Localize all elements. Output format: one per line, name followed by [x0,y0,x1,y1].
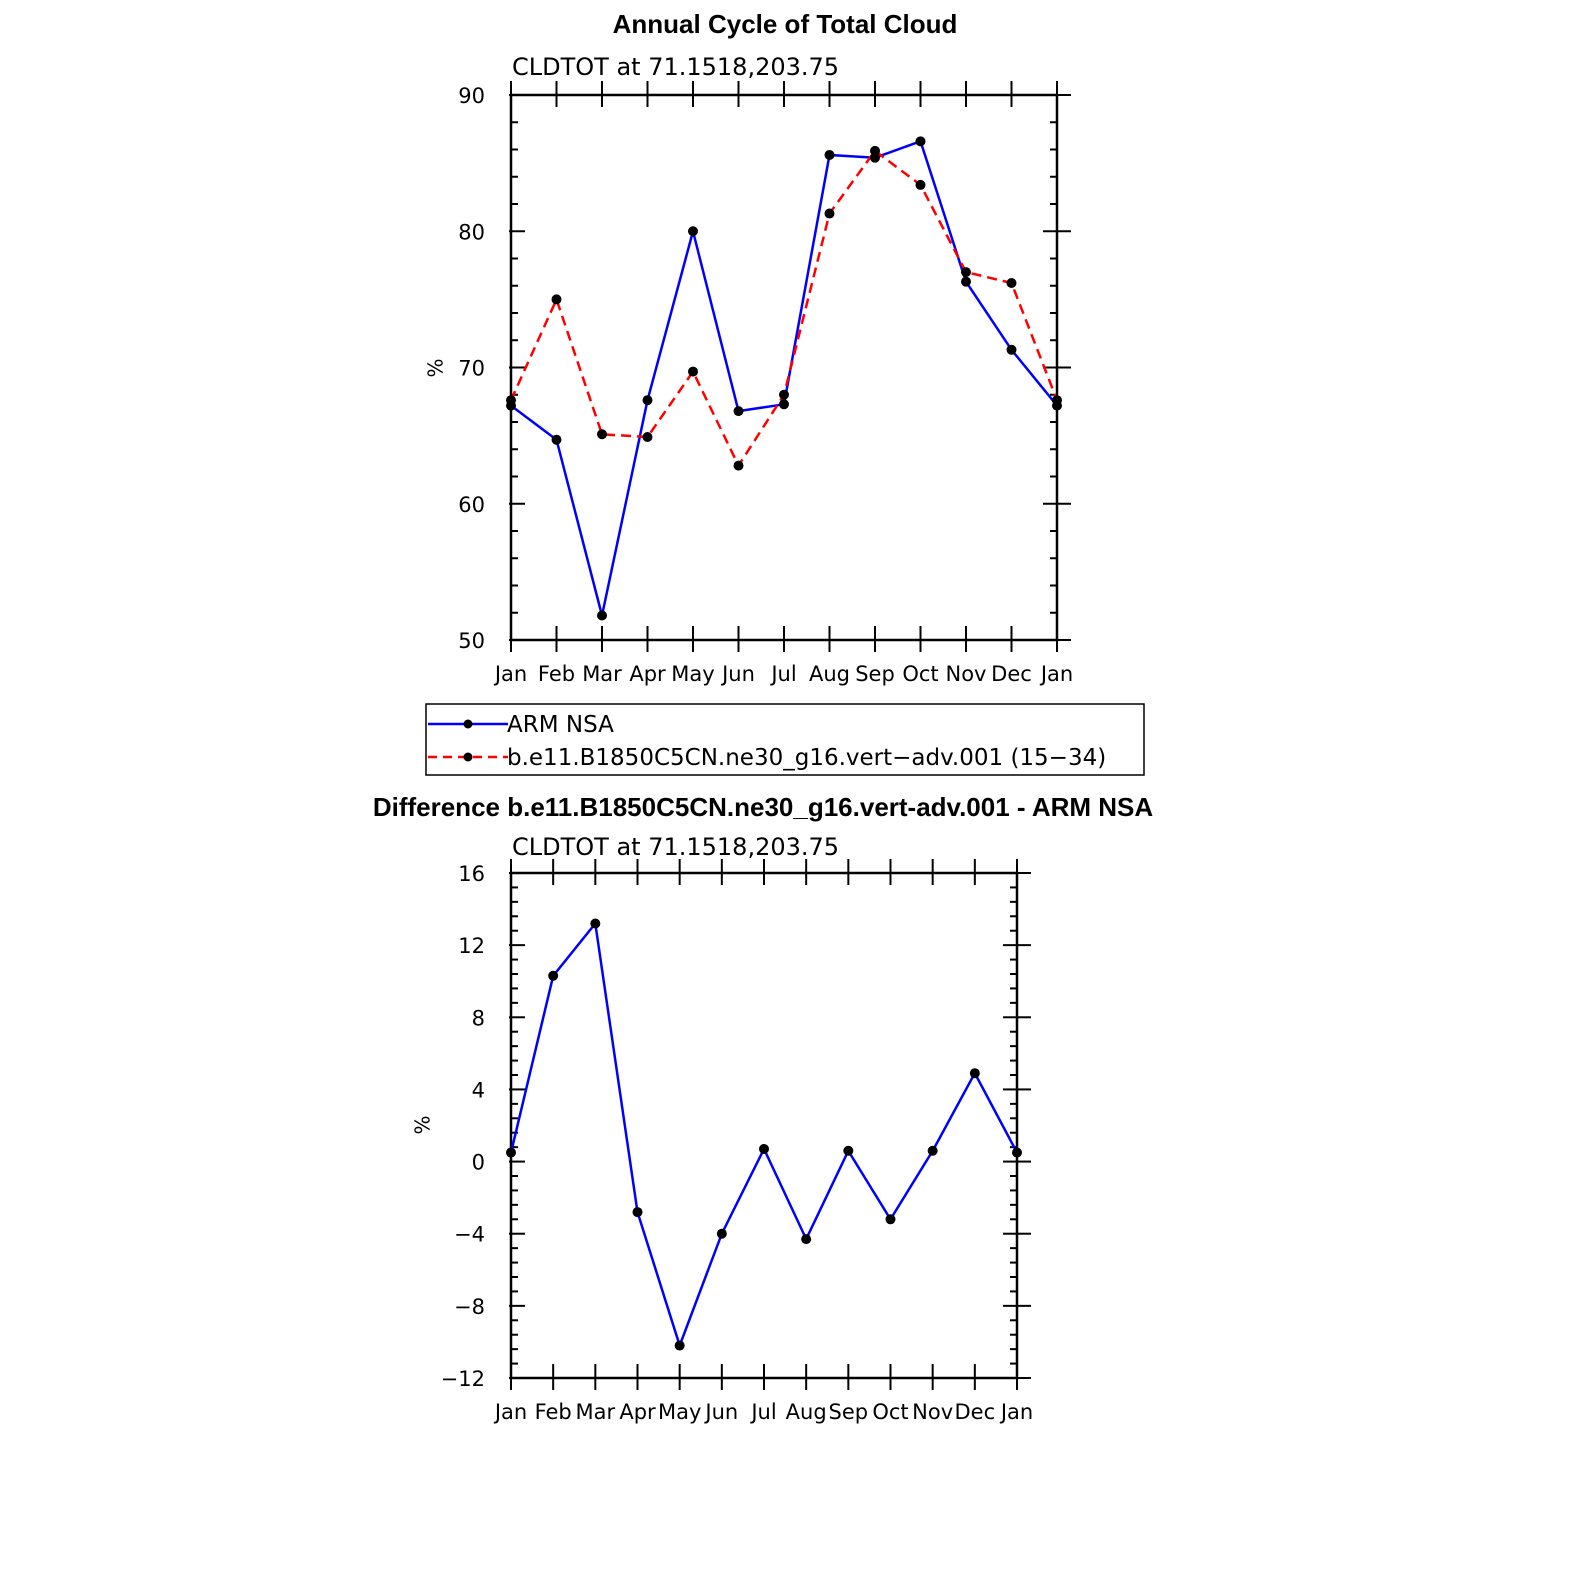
chart1-ytick-label: 50 [458,629,485,653]
chart1-ytick-label: 60 [458,493,485,517]
chart-annual-cycle: Annual Cycle of Total Cloud CLDTOT at 71… [424,9,1074,686]
chart2-xtick-label: Jul [749,1400,776,1424]
chart2-xtick-label: Dec [955,1400,996,1424]
chart2-series-point-0 [506,1147,516,1158]
chart1-xtick-label: Aug [809,662,850,686]
chart2-ytick-label: 16 [458,862,485,886]
chart2-xtick-label: Mar [576,1400,616,1424]
chart2-series-point-0 [590,918,601,929]
chart1-series-point-0 [551,434,562,445]
chart1-series-point-0 [597,610,607,621]
chart2-title: Difference b.e11.B1850C5CN.ne30_g16.vert… [373,792,1154,822]
chart2-ytick-label: −4 [454,1223,485,1247]
chart1-ytick-label: 80 [458,220,485,244]
chart2-xtick-label: Apr [619,1400,656,1424]
chart1-xtick-label: Feb [538,662,575,686]
chart1-xtick-label: Jan [493,662,527,686]
chart1-series-point-1 [915,179,926,190]
chart1-series-point-1 [1052,395,1062,406]
chart1-xtick-label: May [671,662,714,686]
chart1-series-point-0 [961,276,971,287]
chart1-series-point-1 [824,208,835,219]
chart1-series-point-1 [779,389,789,400]
chart2-series-point-0 [885,1214,896,1225]
chart1-xtick-label: Nov [946,662,987,686]
chart2-ytick-label: −12 [441,1367,485,1391]
chart2-ytick-label: 12 [458,934,485,958]
chart2-xtick-label: Sep [829,1400,869,1424]
chart1-series-point-0 [779,399,789,410]
chart2-xtick-label: Jun [703,1400,738,1424]
chart1-series-point-1 [506,395,516,406]
chart1-series-point-1 [642,431,653,442]
chart2-ytick-label: 4 [472,1078,485,1102]
chart2-ytick-label: 8 [472,1006,485,1030]
chart2-ylabel: % [411,1115,435,1134]
chart2-xtick-label: Aug [786,1400,827,1424]
chart2-xtick-label: Jan [999,1400,1033,1424]
chart1-subtitle: CLDTOT at 71.1518,203.75 [512,53,839,81]
chart2-xtick-label: Oct [872,1400,908,1424]
legend-box [425,703,1145,776]
chart1-xtick-label: Dec [991,662,1032,686]
chart1-ylabel: % [424,358,448,377]
chart1-xtick-label: Jan [1039,662,1073,686]
chart1-series-point-0 [824,149,835,160]
chart2-frame [509,871,1019,1380]
chart1-series-point-1 [688,366,698,377]
chart2-series-point-0 [927,1145,938,1156]
chart2-series-point-0 [632,1207,643,1218]
chart1-xtick-label: Apr [629,662,666,686]
chart1-xtick-label: Oct [902,662,938,686]
chart2-xtick-label: Nov [912,1400,953,1424]
chart1-xtick-label: Jul [769,662,796,686]
chart2-plot-area [506,918,1022,1351]
chart1-series-point-1 [733,460,744,471]
chart2-series-point-0 [759,1143,769,1154]
legend-label-model: b.e11.B1850C5CN.ne30_g16.vert−adv.001 (1… [507,745,1106,771]
chart1-series-point-1 [870,145,880,156]
chart2-series-line-0 [509,920,1019,1350]
chart-difference: Difference b.e11.B1850C5CN.ne30_g16.vert… [373,792,1154,1424]
chart1-plot-area [506,136,1062,621]
chart1-series-point-0 [688,226,698,237]
chart1-xtick-label: Jun [720,662,755,686]
chart2-subtitle: CLDTOT at 71.1518,203.75 [512,833,839,861]
chart2-xtick-label: Jan [493,1400,527,1424]
chart1-xtick-label: Sep [855,662,895,686]
chart2-xtick-label: May [658,1400,701,1424]
chart1-frame [509,93,1059,642]
chart2-series-point-0 [969,1068,980,1079]
chart1-series-point-1 [961,267,971,278]
chart1-series-line-0 [510,139,1058,616]
chart1-ytick-label: 70 [458,357,485,381]
chart2-series-point-0 [548,970,559,981]
chart2-series-point-0 [801,1234,812,1245]
chart2-ytick-label: 0 [472,1151,485,1175]
chart2-xtick-label: Feb [535,1400,572,1424]
chart1-ytick-label: 90 [458,84,485,108]
chart1-series-line-1 [509,149,1059,469]
legend-marker-arm [463,719,473,729]
chart1-series-point-0 [915,136,926,147]
chart1-series-point-1 [551,294,562,305]
chart2-axes: −12 −8 −4 0 4 8 12 16 Jan Feb Mar Apr May Jun Jul Aug Se… [441,859,1033,1424]
chart2-series-point-0 [843,1145,854,1156]
chart2-ytick-label: −8 [454,1295,485,1319]
chart1-title: Annual Cycle of Total Cloud [613,9,958,39]
legend-marker-model [463,752,473,762]
chart1-series-point-1 [597,429,607,440]
chart1-series-point-0 [642,395,653,406]
chart2-series-point-0 [716,1228,727,1239]
chart2-series-point-0 [674,1340,685,1351]
chart1-series-point-0 [1006,344,1017,355]
chart2-series-point-0 [1012,1147,1022,1158]
legend-label-arm: ARM NSA [507,712,614,738]
chart1-series-point-1 [1006,278,1017,289]
chart1-series-point-0 [733,406,744,417]
chart1-xtick-label: Mar [582,662,622,686]
chart1-axes: 50 60 70 80 90 Jan Feb Mar Apr May Jun Jul Aug Sep Oct… [458,81,1073,686]
legend: ARM NSA b.e11.B1850C5CN.ne30_g16.vert−ad… [425,703,1145,776]
